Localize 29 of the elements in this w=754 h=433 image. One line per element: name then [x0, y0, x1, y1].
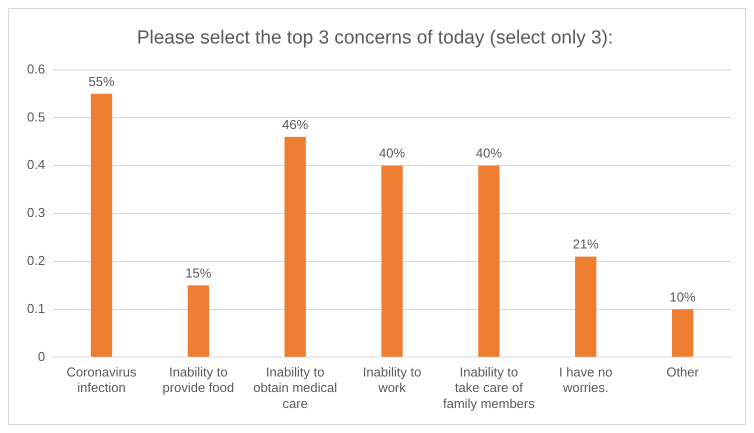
data-label: 40%	[476, 146, 502, 161]
chart-title: Please select the top 3 concerns of today (select only 3):	[136, 28, 614, 49]
bar	[90, 94, 112, 357]
bar	[381, 166, 403, 357]
bar	[478, 166, 500, 357]
data-label: 10%	[670, 289, 696, 304]
x-tick-label: Inability to obtain medical care	[253, 364, 338, 411]
x-tick-label: Other	[666, 364, 700, 380]
y-tick-label: 0	[38, 348, 46, 364]
data-label: 21%	[572, 236, 600, 252]
y-tick-label: 0.5	[26, 109, 46, 124]
data-label: 55%	[88, 74, 115, 89]
bar	[284, 136, 306, 357]
bar	[672, 309, 694, 357]
bar	[575, 256, 596, 357]
x-tick-label: I have no worries.	[558, 364, 612, 396]
x-tick-label: Inability to take care of family members	[443, 364, 536, 411]
bar	[188, 285, 209, 357]
x-tick-label: Inability to provide food	[162, 364, 234, 396]
y-tick-label: 0.4	[26, 157, 46, 172]
x-tick-label: Coronavirus infection	[66, 364, 138, 396]
y-tick-label: 0.1	[26, 300, 46, 316]
data-label: 15%	[185, 265, 212, 280]
data-label: 46%	[282, 116, 309, 132]
y-tick-label: 0.3	[26, 205, 46, 220]
data-label: 40%	[379, 146, 406, 161]
x-tick-label: Inability to work	[362, 364, 422, 396]
y-tick-label: 0.2	[26, 252, 46, 268]
y-tick-label: 0.6	[26, 61, 46, 76]
